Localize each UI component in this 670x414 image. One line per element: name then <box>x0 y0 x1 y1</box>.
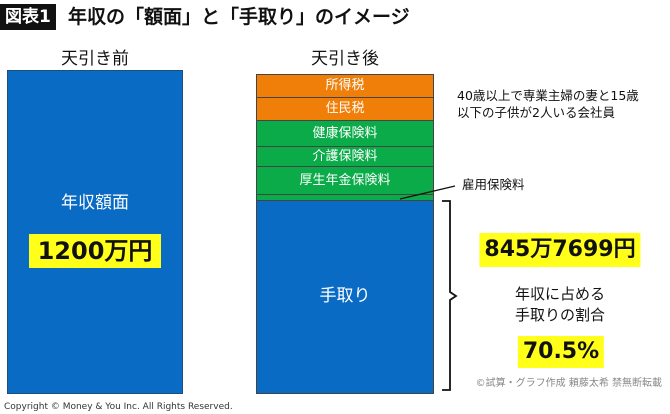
segment-income-tax: 所得税 <box>256 74 434 98</box>
credit-text: ©試算・グラフ作成 頼藤太希 禁無断転載 <box>475 378 662 389</box>
take-home-bracket <box>442 200 458 391</box>
household-note: 40歳以上で専業主婦の妻と15歳 以下の子供が2人いる会社員 <box>457 87 639 121</box>
employment-insurance-leader-line <box>399 185 456 200</box>
page-title: 年収の「額面」と「手取り」のイメージ <box>68 6 410 28</box>
segment-take-home: 手取り <box>256 200 434 394</box>
ratio-label-line-1: 年収に占める <box>514 285 605 303</box>
segment-health-insurance: 健康保険料 <box>256 120 434 147</box>
take-home-amount: 845万7699円 <box>479 233 641 267</box>
left-heading: 天引き前 <box>61 49 129 69</box>
ratio-label-line-2: 手取りの割合 <box>514 306 605 324</box>
gross-income-bar <box>7 70 183 394</box>
figure-badge: 図表1 <box>0 4 56 30</box>
ratio-label: 年収に占める 手取りの割合 <box>470 284 650 326</box>
employment-insurance-label: 雇用保険料 <box>462 177 525 192</box>
take-home-ratio: 70.5% <box>517 336 605 368</box>
right-heading: 天引き後 <box>311 49 379 69</box>
copyright-text: Copyright © Money & You Inc. All Rights … <box>4 402 233 412</box>
note-line-1: 40歳以上で専業主婦の妻と15歳 <box>457 88 639 103</box>
gross-income-amount: 1200万円 <box>29 234 161 268</box>
gross-income-label: 年収額面 <box>61 193 129 213</box>
segment-resident-tax: 住民税 <box>256 97 434 121</box>
segment-pension: 厚生年金保険料 <box>256 166 434 195</box>
note-line-2: 以下の子供が2人いる会社員 <box>457 105 615 120</box>
